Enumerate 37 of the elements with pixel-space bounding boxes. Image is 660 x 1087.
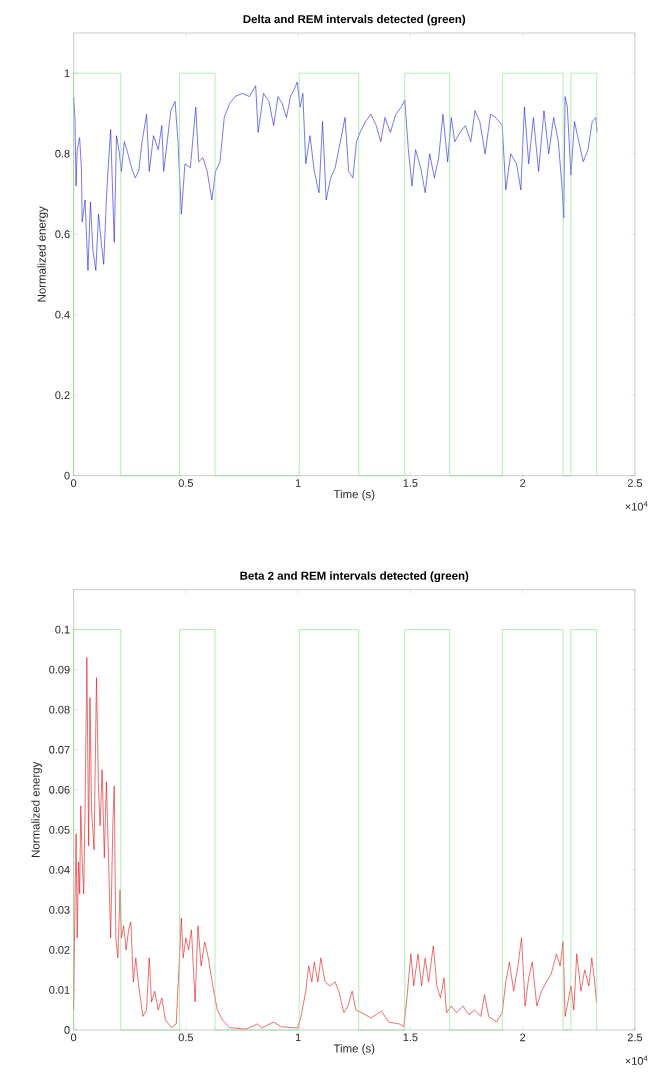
y-tick-label: 0.04 [49,865,70,874]
x-tick-label: 0 [70,1033,77,1042]
y-tick-label: 0.8 [55,149,70,158]
y-tick-label: 0.08 [49,705,70,714]
y-tick-label: 0 [64,471,70,480]
y-tick-label: 0.2 [55,391,70,400]
text: ×10$^{4}$ [625,1055,648,1065]
x-tick-label: 2 [520,479,526,487]
y-tick-label: 0.01 [49,986,70,994]
x-tick-label: 1.5 [403,479,418,487]
x-tick-label: 2.5 [627,479,643,487]
x-tick-label: 2.5 [627,1033,643,1042]
y-tick-label: 0.06 [49,785,70,794]
y-tick-label: 0.1 [55,625,70,634]
y-tick-label: 1 [64,69,70,77]
chart-title: Beta 2 and REM intervals detected (green) [240,571,469,583]
y-tick-label: 0 [64,1026,70,1034]
y-tick-label: 0.02 [49,946,70,954]
y-tick-label: 0.07 [49,745,70,754]
x-axis-title: Time (s) [333,489,375,501]
x-tick-label: 1.5 [403,1033,418,1042]
y-axis-title: Normalized energy [31,761,42,857]
y-tick-label: 0.4 [55,310,70,319]
x-axis-title: Time (s) [333,1044,375,1055]
text: ×10$^{4}$ [625,501,648,511]
x-tick-label: 1 [295,1033,301,1042]
x-tick-label: 0.5 [178,479,194,487]
x-tick-label: 1 [295,479,301,487]
y-tick-label: 0.03 [49,906,70,914]
y-tick-label: 0.05 [49,825,70,834]
y-tick-label: 0.6 [55,230,70,239]
chart-title: Delta and REM intervals detected (green) [243,14,466,26]
x-tick-label: 2 [520,1033,526,1042]
y-tick-label: 0.09 [49,665,70,674]
x-tick-label: 0.5 [178,1033,194,1042]
y-axis-title: Normalized energy [37,206,48,302]
x-tick-label: 0 [70,479,77,487]
